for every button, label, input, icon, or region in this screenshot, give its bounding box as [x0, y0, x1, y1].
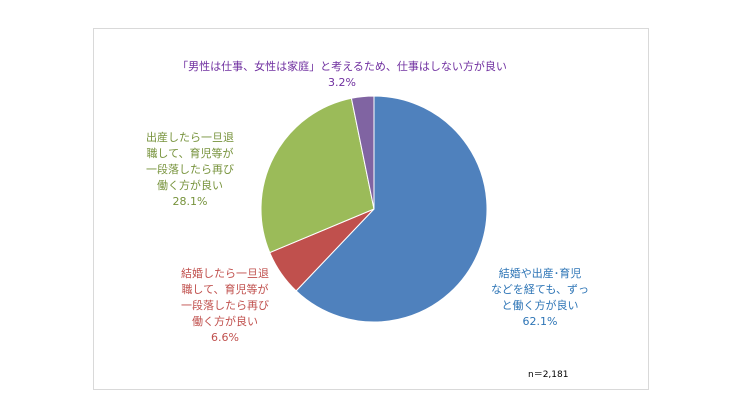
- slice-label-homemaker: 「男性は仕事、女性は家庭」と考えるため、仕事はしない方が良い 3.2%: [132, 59, 552, 91]
- slice-value-keep-working: 62.1%: [522, 315, 558, 328]
- sample-size-note: n＝2,181: [528, 370, 569, 380]
- slice-value-childbirth-return: 28.1%: [172, 195, 208, 208]
- slice-label-childbirth-return-line-4: 働く方が良い: [157, 179, 223, 192]
- pie-slice-childbirth-return: [260, 97, 375, 254]
- slice-label-childbirth-return-line-1: 出産したら一旦退: [146, 131, 234, 144]
- slice-label-keep-working-line-3: と働く方が良い: [501, 299, 579, 312]
- slice-label-homemaker-text: 「男性は仕事、女性は家庭」と考えるため、仕事はしない方が良い: [177, 60, 507, 73]
- slice-label-keep-working-line-2: などを経ても、ずっ: [490, 283, 590, 296]
- slice-label-childbirth-return-line-2: 職して、育児等が: [146, 147, 234, 160]
- slice-label-childbirth-return: 出産したら一旦退 職して、育児等が 一段落したら再び 働く方が良い 28.1%: [140, 130, 240, 210]
- slice-label-keep-working: 結婚や出産･育児 などを経ても、ずっ と働く方が良い 62.1%: [470, 266, 610, 330]
- pie-slice-homemaker: [350, 95, 375, 210]
- slice-label-marriage-return-line-2: 職して、育児等が: [181, 283, 269, 296]
- slice-value-marriage-return: 6.6%: [211, 331, 239, 344]
- slice-label-keep-working-line-1: 結婚や出産･育児: [498, 267, 582, 280]
- slice-label-marriage-return: 結婚したら一旦退 職して、育児等が 一段落したら再び 働く方が良い 6.6%: [160, 266, 290, 346]
- slice-value-homemaker: 3.2%: [328, 76, 356, 89]
- slice-label-childbirth-return-line-3: 一段落したら再び: [146, 163, 234, 176]
- pie-slice-keep-working: [295, 95, 488, 323]
- slice-label-marriage-return-line-4: 働く方が良い: [192, 315, 258, 328]
- slice-label-marriage-return-line-3: 一段落したら再び: [181, 299, 269, 312]
- slice-label-marriage-return-line-1: 結婚したら一旦退: [181, 267, 269, 280]
